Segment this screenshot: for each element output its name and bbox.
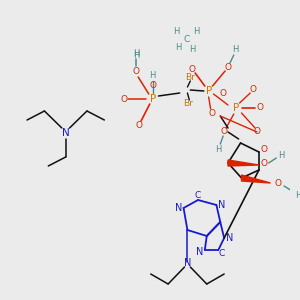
Text: H: H — [133, 50, 140, 58]
Text: O: O — [208, 110, 215, 118]
Text: C: C — [218, 250, 224, 259]
Text: N: N — [62, 128, 70, 138]
Text: H: H — [215, 145, 221, 154]
Text: O: O — [149, 82, 156, 91]
Text: O: O — [254, 128, 260, 136]
Text: O: O — [136, 122, 142, 130]
Text: Br: Br — [184, 100, 193, 109]
Text: H: H — [278, 152, 284, 160]
Text: O: O — [250, 85, 256, 94]
Text: O: O — [189, 64, 196, 74]
Polygon shape — [242, 175, 271, 183]
Text: O: O — [220, 89, 227, 98]
Text: H: H — [193, 28, 199, 37]
Text: O: O — [275, 179, 282, 188]
Text: H: H — [149, 71, 156, 80]
Text: P: P — [149, 94, 156, 104]
Text: O: O — [256, 103, 263, 112]
Text: N: N — [184, 258, 191, 268]
Text: C: C — [183, 35, 190, 44]
Text: H: H — [295, 190, 300, 200]
Text: O: O — [260, 158, 267, 167]
Text: H: H — [133, 52, 140, 61]
Text: N: N — [218, 200, 225, 210]
Text: C: C — [195, 191, 201, 200]
Text: P: P — [232, 103, 239, 113]
Polygon shape — [228, 160, 259, 166]
Text: H: H — [232, 46, 239, 55]
Text: H: H — [174, 28, 180, 37]
Text: O: O — [260, 145, 267, 154]
Text: O: O — [120, 94, 127, 103]
Text: N: N — [175, 203, 182, 213]
Text: H: H — [189, 44, 195, 53]
Text: O: O — [224, 62, 232, 71]
Text: N: N — [226, 233, 234, 243]
Text: H: H — [176, 44, 182, 52]
Text: O: O — [220, 128, 228, 136]
Text: Br: Br — [185, 74, 195, 82]
Text: P: P — [206, 86, 212, 96]
Text: N: N — [196, 247, 204, 257]
Text: O: O — [133, 68, 140, 76]
